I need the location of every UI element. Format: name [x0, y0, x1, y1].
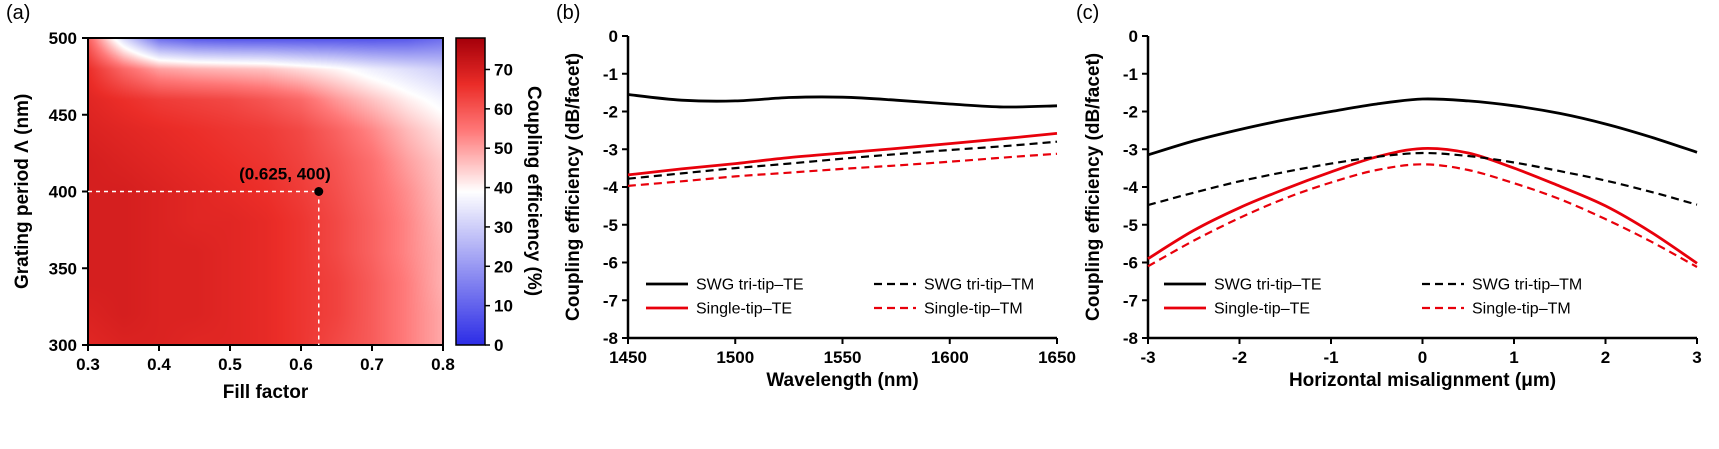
a-xaxis-title: Fill factor [222, 382, 309, 403]
c-xtick-label: 1 [1509, 348, 1518, 367]
c-ytick-label: -5 [1123, 216, 1138, 235]
a-xtick-label: 0.8 [431, 355, 455, 374]
colorbar-gradient [456, 38, 485, 345]
c-xtick-label: 2 [1601, 348, 1610, 367]
c-ytick-label: -3 [1123, 140, 1138, 159]
c-xaxis-title: Horizontal misalignment (μm) [1288, 370, 1557, 391]
b-ytick-label: 0 [609, 27, 618, 46]
colorbar-tick-label: 30 [494, 218, 513, 237]
b-series-0 [627, 93, 1058, 109]
c-ytick-label: -2 [1123, 103, 1138, 122]
panel-a-label: (a) [6, 2, 31, 24]
b-ytick-label: -8 [603, 329, 618, 348]
legend-entry-label: Single-tip–TM [924, 301, 1023, 318]
a-xtick-label: 0.3 [76, 355, 100, 374]
a-xtick-label: 0.5 [218, 355, 242, 374]
c-ytick-label: -7 [1123, 291, 1138, 310]
c-ytick-label: -8 [1123, 329, 1138, 348]
panel-b-label: (b) [556, 2, 581, 24]
b-xtick-label: 1650 [1038, 348, 1076, 367]
heatmap-image [88, 38, 443, 345]
b-series-3 [627, 152, 1058, 187]
b-series-2 [627, 140, 1058, 180]
a-ytick-label: 400 [49, 183, 77, 202]
c-xtick-label: -3 [1140, 348, 1155, 367]
b-ytick-label: -6 [603, 254, 618, 273]
b-ytick-label: -4 [603, 178, 619, 197]
b-xaxis-title: Wavelength (nm) [766, 370, 919, 391]
c-ytick-label: -4 [1123, 178, 1139, 197]
colorbar-tick-label: 50 [494, 139, 513, 158]
a-yaxis-title: Grating period Λ (nm) [12, 93, 33, 290]
a-ytick-label: 500 [49, 29, 77, 48]
b-legend: SWG tri-tip–TE Single-tip–TE SWG tri-tip–T… [646, 277, 1034, 318]
b-ytick-label: -1 [603, 65, 618, 84]
b-axes: 1450 1500 1550 1600 1650 0 -1 -2 -3 -4 -5 -6 -7 -8 [603, 27, 1076, 367]
colorbar-tick-label: 20 [494, 257, 513, 276]
colorbar-tick-label: 10 [494, 297, 513, 316]
a-xtick-label: 0.4 [147, 355, 171, 374]
colorbar-title: Coupling efficiency (%) [523, 86, 544, 297]
legend-entry-label: SWG tri-tip–TM [1472, 277, 1582, 294]
legend-entry-label: SWG tri-tip–TE [1214, 277, 1322, 294]
c-ytick-label: 0 [1129, 27, 1138, 46]
c-xtick-label: 0 [1418, 348, 1427, 367]
c-xtick-label: 3 [1692, 348, 1701, 367]
a-xtick-label: 0.7 [360, 355, 384, 374]
a-xtick-label: 0.6 [289, 355, 313, 374]
b-xtick-label: 1500 [716, 348, 754, 367]
c-xtick-label: -1 [1323, 348, 1338, 367]
colorbar-tick-label: 70 [494, 60, 513, 79]
colorbar-tick-label: 0 [494, 336, 503, 355]
c-axes: -3 -2 -1 0 1 2 3 0 -1 -2 -3 -4 -5 -6 -7 -8 [1123, 27, 1702, 367]
colorbar-tick-label: 40 [494, 179, 513, 198]
a-ytick-label: 450 [49, 106, 77, 125]
colorbar-tick-label: 60 [494, 100, 513, 119]
panel-c-label: (c) [1076, 2, 1100, 24]
b-ytick-label: -7 [603, 291, 618, 310]
c-ytick-label: -1 [1123, 65, 1138, 84]
c-xtick-label: -2 [1232, 348, 1247, 367]
b-xtick-label: 1600 [931, 348, 969, 367]
legend-entry-label: Single-tip–TM [1472, 301, 1571, 318]
c-ytick-label: -6 [1123, 254, 1138, 273]
legend-entry-label: SWG tri-tip–TE [696, 277, 804, 294]
legend-entry-label: Single-tip–TE [1214, 301, 1310, 318]
legend-entry-label: Single-tip–TE [696, 301, 792, 318]
b-yaxis-title: Coupling efficiency (dB/facet) [563, 52, 584, 322]
c-series-3 [1147, 163, 1698, 268]
b-series-1 [627, 132, 1058, 177]
b-ytick-label: -2 [603, 103, 618, 122]
b-ytick-label: -5 [603, 216, 618, 235]
c-yaxis-title: Coupling efficiency (dB/facet) [1083, 52, 1104, 322]
a-ytick-label: 350 [49, 259, 77, 278]
c-legend: SWG tri-tip–TE Single-tip–TE SWG tri-tip–T… [1164, 277, 1582, 318]
legend-entry-label: SWG tri-tip–TM [924, 277, 1034, 294]
c-series-0 [1147, 97, 1698, 157]
b-ytick-label: -3 [603, 140, 618, 159]
a-ytick-label: 300 [49, 336, 77, 355]
c-series-1 [1147, 146, 1698, 265]
b-xtick-label: 1550 [824, 348, 862, 367]
b-xtick-label: 1450 [609, 348, 647, 367]
c-series-2 [1147, 151, 1698, 207]
